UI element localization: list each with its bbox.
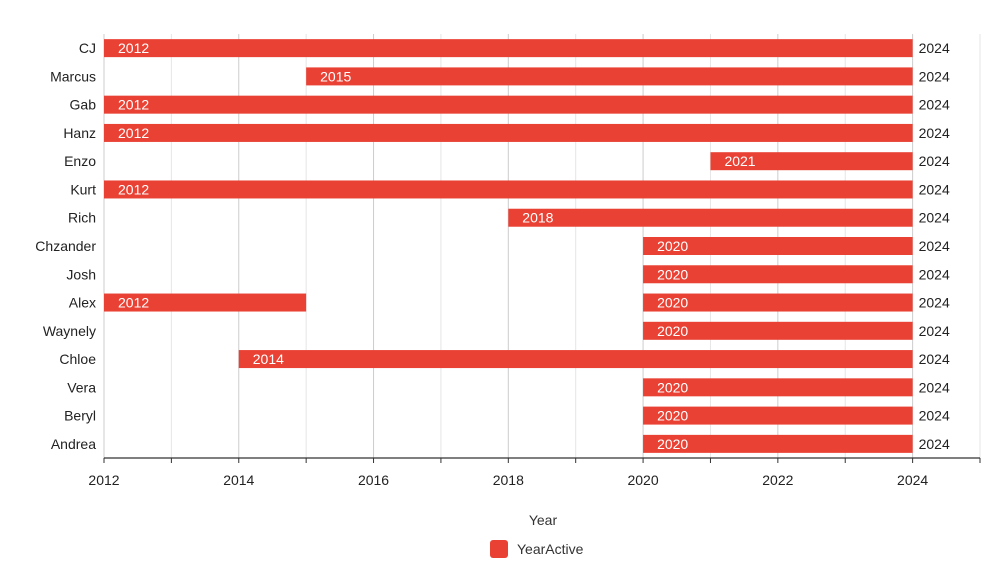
bar-start-label: 2012 [118,295,149,311]
legend-swatch [490,540,508,558]
category-label: Hanz [63,125,96,141]
bars-layer [104,39,913,453]
category-label: Marcus [50,68,96,84]
bar-start-label: 2020 [657,379,688,395]
bar-start-label: 2020 [657,295,688,311]
category-label: Alex [69,295,96,311]
bar-segment [508,208,913,227]
x-tick-label: 2012 [88,472,119,488]
bar-start-label: 2012 [118,40,149,56]
category-label: Waynely [43,323,96,339]
bar-end-label: 2024 [919,408,950,424]
bar-end-label: 2024 [919,436,950,452]
category-label: Rich [68,210,96,226]
category-label: Vera [67,379,96,395]
bar-segment [104,95,913,114]
bar-end-label: 2024 [919,125,950,141]
bar-start-label: 2020 [657,436,688,452]
bar-segment [643,406,913,425]
x-axis-title: Year [529,512,558,528]
category-label: Josh [66,266,96,282]
bar-end-label: 2024 [919,323,950,339]
bar-start-label: 2018 [522,210,553,226]
bar-start-label: 2012 [118,125,149,141]
bar-end-label: 2024 [919,266,950,282]
bar-end-label: 2024 [919,210,950,226]
bar-end-label: 2024 [919,40,950,56]
bar-segment [306,67,913,86]
category-label: Chzander [35,238,96,254]
category-label: Kurt [70,181,96,197]
bar-end-label: 2024 [919,97,950,113]
bar-segment [710,152,913,171]
category-label: Beryl [64,408,96,424]
bar-end-label: 2024 [919,181,950,197]
x-tick-label: 2018 [493,472,524,488]
bar-segment [643,434,913,453]
bar-end-label: 2024 [919,295,950,311]
category-label: CJ [79,40,96,56]
bar-start-label: 2020 [657,266,688,282]
bar-start-label: 2020 [657,238,688,254]
bar-segment [643,378,913,397]
bar-segment [104,293,307,312]
bar-segment [643,321,913,340]
x-tick-label: 2014 [223,472,254,488]
bar-start-label: 2012 [118,97,149,113]
bar-segment [238,350,913,369]
bar-start-label: 2014 [253,351,284,367]
labels-layer: CJ 2012 2024 Marcus 2015 2024 Gab 2012 2024 Hanz 2… [35,40,950,452]
bar-segment [104,123,913,142]
x-tick-label: 2024 [897,472,928,488]
category-label: Chloe [59,351,96,367]
bar-start-label: 2020 [657,323,688,339]
bar-end-label: 2024 [919,379,950,395]
category-label: Gab [70,97,97,113]
bar-segment [104,39,913,58]
bar-end-label: 2024 [919,351,950,367]
bar-start-label: 2020 [657,408,688,424]
x-tick-label: 2022 [762,472,793,488]
bar-segment [643,293,913,312]
legend-label: YearActive [517,541,584,557]
x-tick-label: 2020 [627,472,658,488]
x-axis: 2012 2014 2016 2018 2020 2022 2024 [88,457,981,488]
bar-segment [643,265,913,284]
legend: YearActive [490,540,584,558]
bar-start-label: 2021 [724,153,755,169]
bar-start-label: 2012 [118,181,149,197]
bar-end-label: 2024 [919,68,950,84]
bar-segment [104,180,913,199]
category-label: Andrea [51,436,96,452]
category-label: Enzo [64,153,96,169]
x-tick-label: 2016 [358,472,389,488]
bar-segment [643,237,913,255]
bar-start-label: 2015 [320,68,351,84]
bar-end-label: 2024 [919,153,950,169]
bar-end-label: 2024 [919,238,950,254]
